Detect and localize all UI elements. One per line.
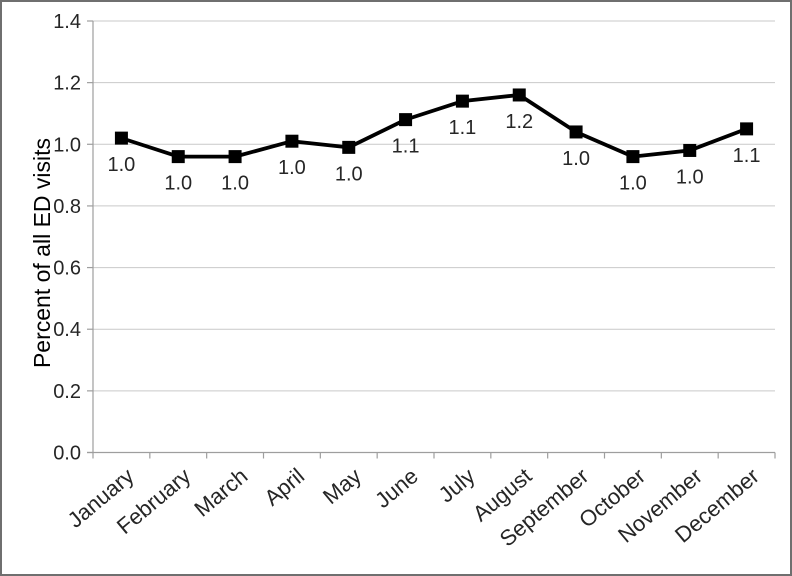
data-point-marker xyxy=(683,143,697,157)
data-point-label: 1.0 xyxy=(164,173,192,195)
data-point-label: 1.0 xyxy=(562,148,590,170)
data-point-marker xyxy=(740,122,754,136)
series-line xyxy=(120,93,748,159)
data-point-marker xyxy=(171,150,185,164)
data-point-marker xyxy=(569,125,583,139)
data-point-label: 1.0 xyxy=(619,173,647,195)
data-point-label: 1.1 xyxy=(733,145,761,167)
data-point-label: 1.0 xyxy=(335,163,363,185)
y-axis-title: Percent of all ED visits xyxy=(29,138,55,368)
data-point-marker xyxy=(285,134,299,148)
data-point-marker xyxy=(228,150,242,164)
data-point-marker xyxy=(342,140,356,154)
data-point-marker xyxy=(399,113,413,127)
data-point-marker xyxy=(455,94,469,108)
y-tick-label: 0.6 xyxy=(53,258,81,280)
data-point-label: 1.0 xyxy=(221,173,249,195)
data-point-label: 1.1 xyxy=(392,136,420,158)
data-point-label: 1.0 xyxy=(108,154,136,176)
y-tick-label: 0.8 xyxy=(53,196,81,218)
data-point-marker xyxy=(114,131,128,145)
y-tick-label: 0.2 xyxy=(53,381,81,403)
y-tick-label: 1.4 xyxy=(53,11,81,33)
data-point-marker xyxy=(512,88,526,102)
data-point-label: 1.1 xyxy=(449,117,477,139)
data-point-marker xyxy=(626,150,640,164)
y-tick-label: 0.4 xyxy=(53,319,81,341)
data-point-label: 1.0 xyxy=(676,166,704,188)
y-tick-label: 0.0 xyxy=(53,443,81,465)
y-tick-label: 1.0 xyxy=(53,134,81,156)
data-point-label: 1.0 xyxy=(278,157,306,179)
y-tick-label: 1.2 xyxy=(53,73,81,95)
data-point-label: 1.2 xyxy=(505,111,533,133)
